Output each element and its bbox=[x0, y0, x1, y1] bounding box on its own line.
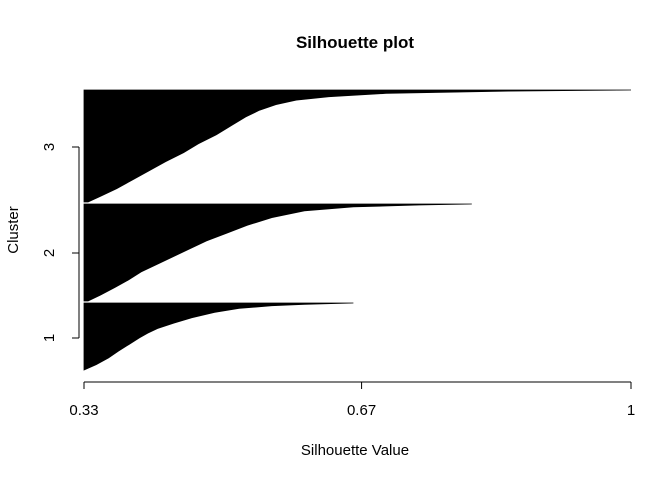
cluster-2-silhouette bbox=[83, 203, 472, 302]
x-axis-label: Silhouette Value bbox=[301, 442, 409, 459]
y-tick-label: 1 bbox=[41, 334, 58, 342]
y-tick-label: 2 bbox=[41, 249, 58, 257]
x-tick-label: 1 bbox=[627, 402, 635, 419]
cluster-1-silhouette bbox=[83, 302, 354, 371]
chart-title: Silhouette plot bbox=[296, 33, 414, 52]
x-tick-label: 0.67 bbox=[347, 402, 376, 419]
y-axis: 1 2 3 bbox=[41, 143, 80, 342]
cluster-3-silhouette bbox=[83, 89, 632, 203]
y-axis-label: Cluster bbox=[5, 206, 22, 254]
x-tick-label: 0.33 bbox=[69, 402, 98, 419]
cluster-bars bbox=[83, 89, 632, 371]
x-axis: 0.33 0.67 1 bbox=[69, 381, 635, 419]
y-tick-label: 3 bbox=[41, 143, 58, 151]
